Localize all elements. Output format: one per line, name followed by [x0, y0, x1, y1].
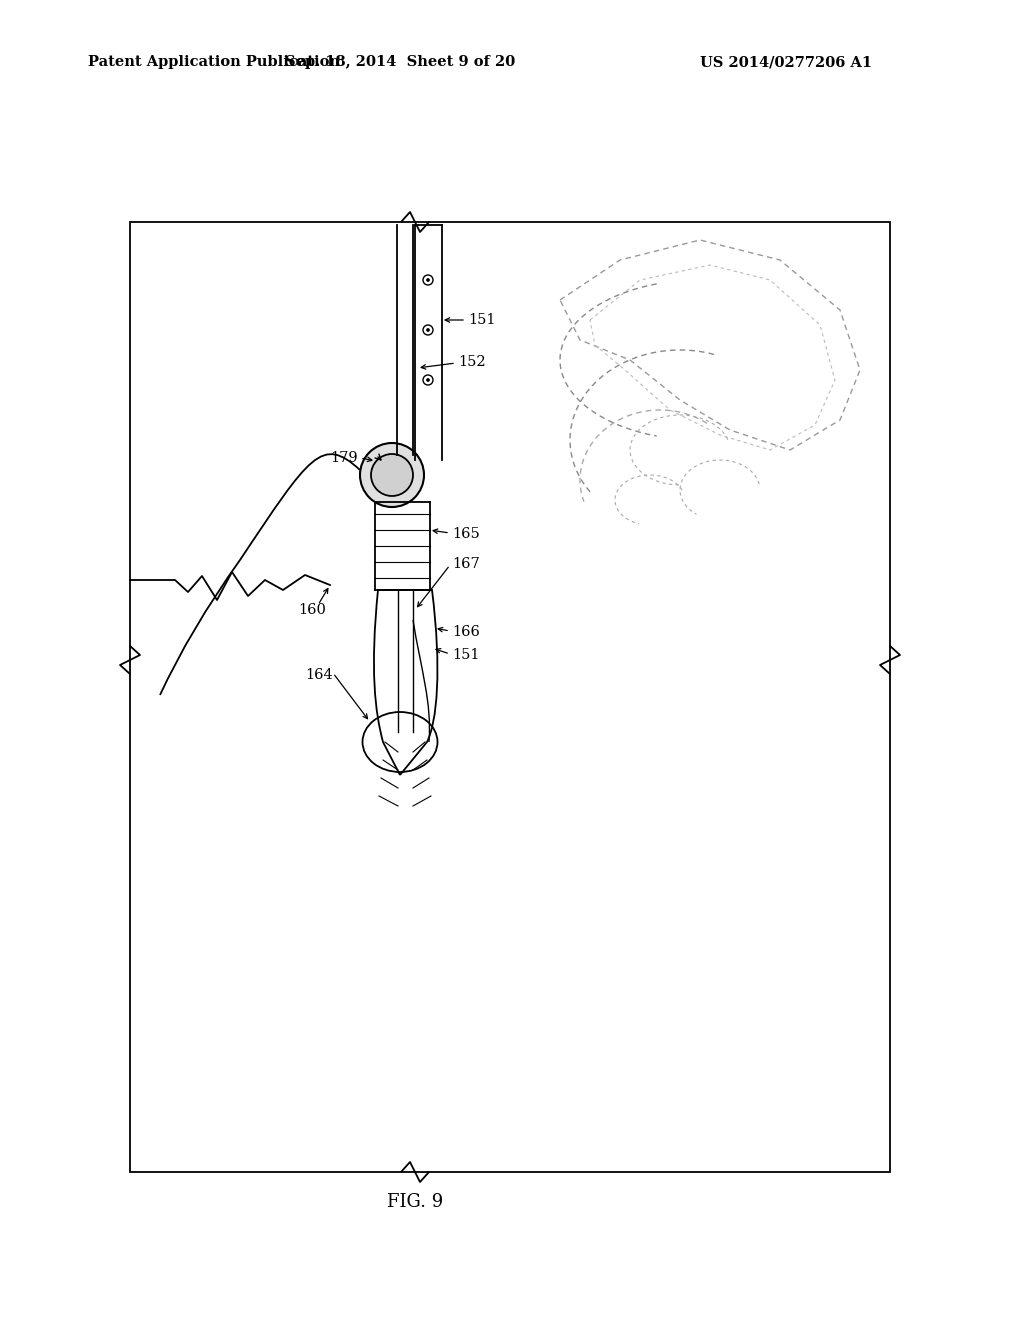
- Text: 164: 164: [305, 668, 333, 682]
- Text: Sep. 18, 2014  Sheet 9 of 20: Sep. 18, 2014 Sheet 9 of 20: [285, 55, 515, 69]
- Circle shape: [423, 375, 433, 385]
- Circle shape: [423, 325, 433, 335]
- Text: US 2014/0277206 A1: US 2014/0277206 A1: [700, 55, 872, 69]
- Text: 167: 167: [452, 557, 480, 572]
- Circle shape: [360, 444, 424, 507]
- Circle shape: [423, 275, 433, 285]
- Text: 152: 152: [458, 355, 485, 370]
- Bar: [130, 222, 890, 1172]
- Circle shape: [427, 379, 429, 381]
- Text: 160: 160: [298, 603, 326, 616]
- Text: 179: 179: [330, 451, 357, 465]
- Circle shape: [371, 454, 413, 496]
- Text: 151: 151: [468, 313, 496, 327]
- Circle shape: [427, 329, 429, 331]
- Text: FIG. 9: FIG. 9: [387, 1193, 443, 1210]
- Text: 151: 151: [452, 648, 479, 663]
- Text: 166: 166: [452, 624, 480, 639]
- Circle shape: [427, 279, 429, 281]
- Text: 165: 165: [452, 527, 480, 541]
- Text: Patent Application Publication: Patent Application Publication: [88, 55, 340, 69]
